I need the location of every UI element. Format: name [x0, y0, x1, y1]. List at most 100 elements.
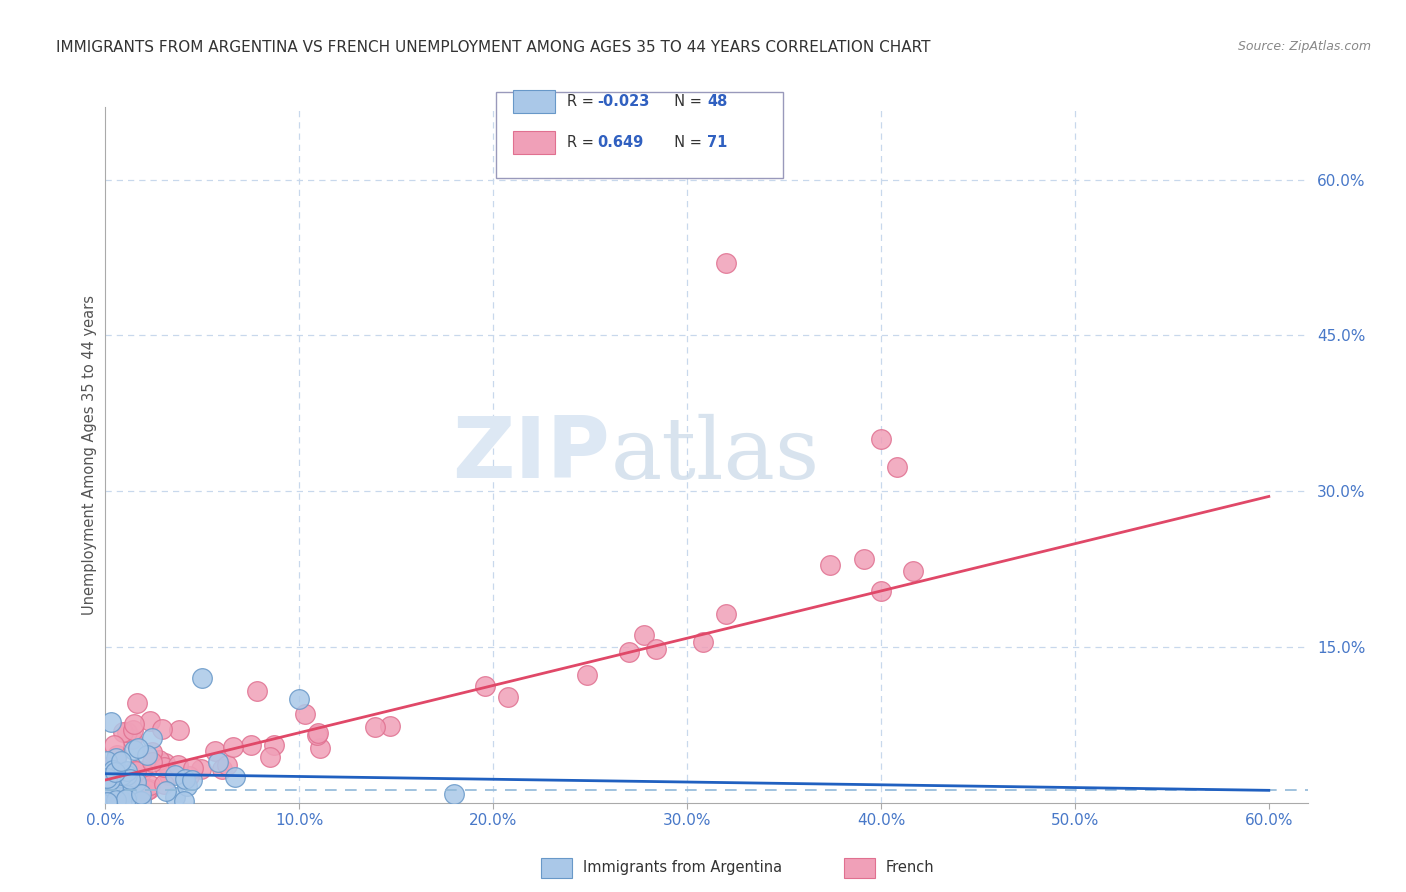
Point: [103, 781, 125, 796]
Text: 71: 71: [707, 136, 727, 150]
Point: [115, 768, 138, 782]
Point: [103, 763, 125, 777]
Point: [181, 772, 204, 787]
Point: [239, 738, 262, 752]
Point: [141, 745, 163, 759]
Point: [115, 789, 138, 803]
Point: [217, 758, 239, 772]
Text: R =: R =: [567, 136, 598, 150]
Point: [131, 764, 153, 779]
Point: [307, 726, 329, 740]
Text: R =: R =: [567, 95, 598, 109]
Point: [173, 794, 195, 808]
Point: [820, 558, 842, 573]
Point: [101, 768, 124, 782]
Point: [157, 767, 180, 781]
Point: [153, 777, 176, 791]
Text: ZIP: ZIP: [453, 413, 610, 497]
Point: [166, 758, 188, 772]
Text: 48: 48: [707, 95, 727, 109]
Point: [633, 627, 655, 641]
Point: [308, 740, 330, 755]
Point: [190, 762, 212, 776]
Text: Immigrants from Argentina: Immigrants from Argentina: [583, 860, 783, 874]
Text: -0.023: -0.023: [598, 95, 650, 109]
Point: [115, 790, 138, 805]
Text: French: French: [886, 860, 935, 874]
Point: [136, 748, 159, 763]
Point: [98, 791, 121, 805]
Point: [127, 741, 149, 756]
Point: [107, 789, 129, 804]
Point: [135, 783, 157, 797]
Text: Source: ZipAtlas.com: Source: ZipAtlas.com: [1237, 40, 1371, 54]
Point: [183, 761, 205, 775]
Point: [129, 794, 152, 808]
Point: [115, 725, 138, 739]
Point: [903, 564, 925, 578]
Point: [100, 714, 122, 729]
Point: [96, 795, 118, 809]
Point: [294, 706, 316, 721]
Y-axis label: Unemployment Among Ages 35 to 44 years: Unemployment Among Ages 35 to 44 years: [82, 295, 97, 615]
Point: [139, 714, 162, 729]
Point: [117, 788, 139, 802]
Point: [108, 783, 131, 797]
Point: [155, 784, 177, 798]
Point: [886, 459, 908, 474]
Point: [163, 768, 186, 782]
Text: N =: N =: [665, 136, 707, 150]
Point: [263, 738, 285, 752]
Point: [107, 768, 129, 782]
Point: [97, 780, 120, 794]
Point: [305, 728, 328, 742]
Point: [96, 792, 118, 806]
Point: [191, 671, 214, 685]
Point: [105, 747, 128, 762]
Point: [204, 743, 226, 757]
Point: [98, 780, 121, 795]
Point: [96, 772, 118, 786]
Point: [103, 739, 125, 753]
Point: [101, 776, 124, 790]
Point: [644, 642, 666, 657]
Point: [121, 732, 143, 747]
Text: atlas: atlas: [610, 413, 820, 497]
Point: [173, 772, 195, 786]
Point: [617, 645, 640, 659]
Point: [148, 753, 170, 767]
Point: [131, 787, 153, 801]
Point: [112, 725, 135, 739]
Point: [139, 779, 162, 793]
Point: [115, 776, 138, 790]
Point: [111, 785, 134, 799]
Point: [115, 791, 138, 805]
Point: [121, 789, 143, 803]
Point: [177, 768, 200, 782]
Point: [852, 551, 875, 566]
Point: [714, 607, 737, 621]
Point: [105, 771, 128, 785]
Point: [259, 750, 281, 764]
Point: [364, 720, 387, 734]
Point: [222, 739, 245, 754]
Point: [122, 743, 145, 757]
Point: [870, 433, 893, 447]
Point: [97, 760, 120, 774]
Point: [112, 784, 135, 798]
Point: [122, 717, 145, 731]
Point: [124, 763, 146, 777]
Point: [155, 756, 177, 770]
Point: [211, 762, 233, 776]
Point: [153, 760, 176, 774]
Point: [150, 722, 173, 736]
Point: [111, 768, 134, 782]
Point: [378, 719, 401, 733]
Point: [496, 690, 519, 704]
Point: [246, 683, 269, 698]
Point: [207, 755, 229, 769]
Point: [98, 795, 121, 809]
Point: [118, 772, 141, 786]
Point: [474, 679, 496, 693]
Point: [176, 779, 198, 793]
